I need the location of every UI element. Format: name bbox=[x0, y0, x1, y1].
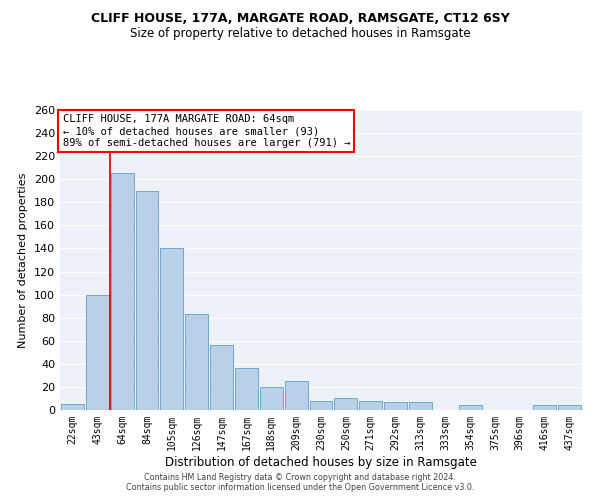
Bar bbox=[61, 404, 84, 410]
Bar bbox=[160, 248, 183, 410]
Bar bbox=[310, 401, 332, 410]
Bar bbox=[409, 402, 432, 410]
Bar bbox=[558, 406, 581, 410]
Bar bbox=[210, 346, 233, 410]
Text: CLIFF HOUSE, 177A, MARGATE ROAD, RAMSGATE, CT12 6SY: CLIFF HOUSE, 177A, MARGATE ROAD, RAMSGAT… bbox=[91, 12, 509, 26]
Bar bbox=[359, 401, 382, 410]
Bar bbox=[111, 174, 134, 410]
Bar bbox=[260, 387, 283, 410]
Y-axis label: Number of detached properties: Number of detached properties bbox=[19, 172, 28, 348]
Bar bbox=[334, 398, 357, 410]
Text: Contains HM Land Registry data © Crown copyright and database right 2024.: Contains HM Land Registry data © Crown c… bbox=[144, 474, 456, 482]
Bar bbox=[384, 402, 407, 410]
Bar bbox=[136, 191, 158, 410]
Bar bbox=[185, 314, 208, 410]
Bar bbox=[235, 368, 258, 410]
Bar bbox=[533, 406, 556, 410]
Text: CLIFF HOUSE, 177A MARGATE ROAD: 64sqm
← 10% of detached houses are smaller (93)
: CLIFF HOUSE, 177A MARGATE ROAD: 64sqm ← … bbox=[62, 114, 350, 148]
X-axis label: Distribution of detached houses by size in Ramsgate: Distribution of detached houses by size … bbox=[165, 456, 477, 468]
Bar bbox=[86, 294, 109, 410]
Text: Size of property relative to detached houses in Ramsgate: Size of property relative to detached ho… bbox=[130, 28, 470, 40]
Bar bbox=[285, 381, 308, 410]
Text: Contains public sector information licensed under the Open Government Licence v3: Contains public sector information licen… bbox=[126, 484, 474, 492]
Bar bbox=[459, 406, 482, 410]
